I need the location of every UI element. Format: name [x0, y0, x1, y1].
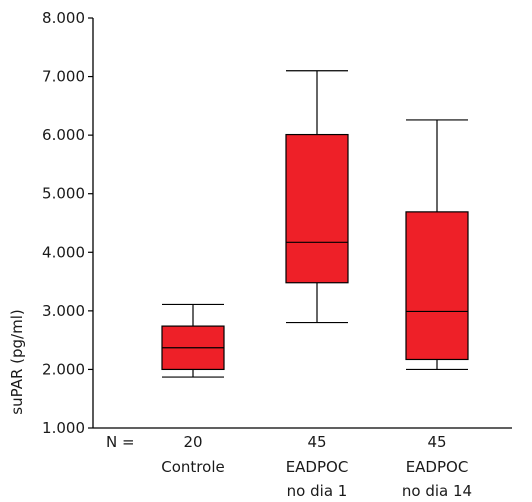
box-group: [405, 119, 469, 371]
group-n-label: 45: [427, 433, 446, 451]
y-axis-label: suPAR (pg/ml): [8, 309, 26, 414]
x-axis-labels: 20 Controle 45 EADPOC no dia 1 45 EADPOC no dia…: [161, 433, 472, 500]
n-label: N =: [106, 433, 135, 451]
y-tick-label: 2.000: [42, 360, 85, 378]
iqr-box: [405, 211, 469, 361]
box-group: [161, 303, 225, 378]
boxes: [161, 70, 469, 378]
group-category-label: no dia 1: [287, 482, 348, 500]
y-tick-label: 3.000: [42, 302, 85, 320]
y-tick-label: 8.000: [42, 9, 85, 27]
group-category-label: no dia 14: [402, 482, 472, 500]
group-category-label: EADPOC: [286, 458, 349, 476]
y-tick-label: 5.000: [42, 185, 85, 203]
y-tick-label: 6.000: [42, 126, 85, 144]
group-n-label: 20: [183, 433, 202, 451]
y-axis-ticks: 1.000 2.000 3.000 4.000 5.000 6.000 7.000 8.000: [42, 9, 93, 437]
group-category-label: EADPOC: [406, 458, 469, 476]
axes: [92, 18, 512, 429]
box-group: [285, 70, 349, 324]
group-n-label: 45: [307, 433, 326, 451]
group-category-label: Controle: [161, 458, 224, 476]
y-tick-label: 7.000: [42, 68, 85, 86]
y-tick-label: 1.000: [42, 419, 85, 437]
iqr-box: [285, 133, 349, 284]
y-tick-label: 4.000: [42, 243, 85, 261]
